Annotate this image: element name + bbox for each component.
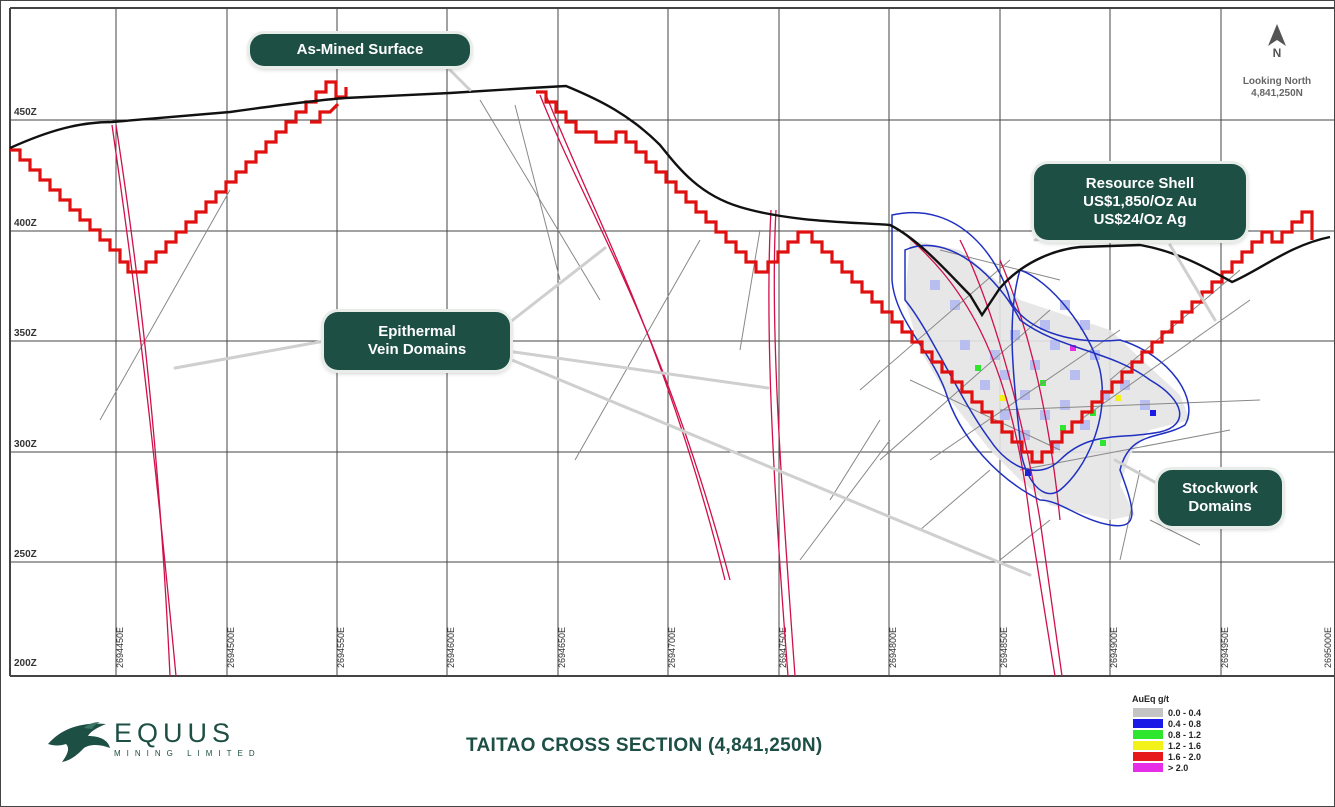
legend-swatch (1133, 752, 1163, 761)
easting-label: 2694700E (667, 627, 677, 668)
stockwork-label-line2: Domains (1188, 498, 1252, 515)
equus-logo: EQUUS MINING LIMITED (44, 718, 304, 768)
grade-legend: AuEq g/t 0.0 - 0.4 0.4 - 0.8 0.8 - 1.2 1… (1132, 694, 1201, 773)
legend-label: > 2.0 (1168, 762, 1189, 773)
legend-label: 0.0 - 0.4 (1168, 707, 1202, 718)
legend-label: 1.2 - 1.6 (1168, 740, 1202, 751)
easting-label: 2694950E (1220, 627, 1230, 668)
legend-item: 1.2 - 1.6 (1133, 740, 1201, 751)
legend-item: 0.4 - 0.8 (1133, 718, 1201, 729)
easting-label: 2694850E (999, 627, 1009, 668)
logo-wordmark: EQUUS MINING LIMITED (114, 718, 261, 759)
legend-title: AuEq g/t (1132, 694, 1169, 704)
elevation-labels: 450Z 400Z 350Z 300Z 250Z 200Z (14, 107, 37, 669)
grid (9, 7, 1335, 677)
elevation-label-400: 400Z (14, 218, 37, 229)
easting-labels: 2694450E 2694500E 2694550E 2694600E 2694… (115, 627, 1333, 668)
easting-label: 2694900E (1109, 627, 1119, 668)
legend-swatch (1133, 730, 1163, 739)
stockwork-label-line1: Stockwork (1182, 480, 1258, 497)
epithermal-label-line2: Vein Domains (367, 341, 467, 358)
resource-label-line3: US$24/Oz Ag (1093, 211, 1187, 228)
looking-north-text: Looking North (1242, 76, 1312, 87)
epithermal-veins (111, 94, 1063, 677)
stockwork-domains-callout: Stockwork Domains (1158, 470, 1282, 526)
callout-leaders (173, 58, 1217, 577)
elevation-label-350: 350Z (14, 328, 37, 339)
epithermal-vein-domains-callout: Epithermal Vein Domains (324, 312, 510, 370)
resource-pit-shell-center (536, 90, 1314, 464)
legend-item: 1.6 - 2.0 (1133, 751, 1201, 762)
easting-label: 2694500E (226, 627, 236, 668)
north-arrow-block: N Looking North 4,841,250N (1224, 24, 1330, 100)
easting-label: 2694450E (115, 627, 125, 668)
elevation-label-200: 200Z (14, 658, 37, 669)
logo-subtitle: MINING LIMITED (114, 749, 261, 758)
easting-label: 2694750E (778, 627, 788, 668)
section-title: TAITAO CROSS SECTION (4,841,250N) (466, 735, 823, 756)
drill-holes (99, 99, 1261, 561)
north-letter: N (1272, 46, 1282, 60)
block-cells-low (930, 280, 1150, 450)
legend-swatch (1133, 741, 1163, 750)
legend-label: 0.8 - 1.2 (1168, 729, 1202, 740)
elevation-label-450: 450Z (14, 107, 37, 118)
legend-label: 1.6 - 2.0 (1168, 751, 1202, 762)
horse-head-logo-icon (48, 722, 110, 762)
resource-shell-callout: Resource Shell US$1,850/Oz Au US$24/Oz A… (1034, 164, 1246, 240)
as-mined-surface-line (9, 84, 1331, 318)
epithermal-label-line1: Epithermal (378, 323, 456, 340)
easting-label: 2694600E (446, 627, 456, 668)
elevation-label-300: 300Z (14, 439, 37, 450)
resource-label-line2: US$1,850/Oz Au (1083, 193, 1197, 210)
easting-label: 2694550E (336, 627, 346, 668)
legend-label: 0.4 - 0.8 (1168, 718, 1202, 729)
section-northing-text: 4,841,250N (1251, 88, 1303, 99)
elevation-label-250: 250Z (14, 549, 37, 560)
resource-pit-shell (10, 80, 348, 274)
legend-swatch (1133, 719, 1163, 728)
easting-label: 2694800E (888, 627, 898, 668)
legend-swatch (1133, 708, 1163, 717)
resource-pit-shell-link (310, 102, 340, 124)
easting-label: 2695000E (1323, 627, 1333, 668)
as-mined-surface-callout: As-Mined Surface (250, 34, 470, 66)
legend-item: 0.0 - 0.4 (1133, 707, 1201, 718)
resource-label-line1: Resource Shell (1085, 175, 1195, 192)
north-arrow-icon (1268, 24, 1286, 46)
legend-item: 0.8 - 1.2 (1133, 729, 1201, 740)
as-mined-surface-label: As-Mined Surface (296, 41, 424, 58)
easting-label: 2694650E (557, 627, 567, 668)
logo-name: EQUUS (114, 718, 236, 748)
legend-swatch (1133, 763, 1163, 772)
legend-item: > 2.0 (1133, 762, 1201, 773)
domain-outlines (891, 212, 1190, 527)
